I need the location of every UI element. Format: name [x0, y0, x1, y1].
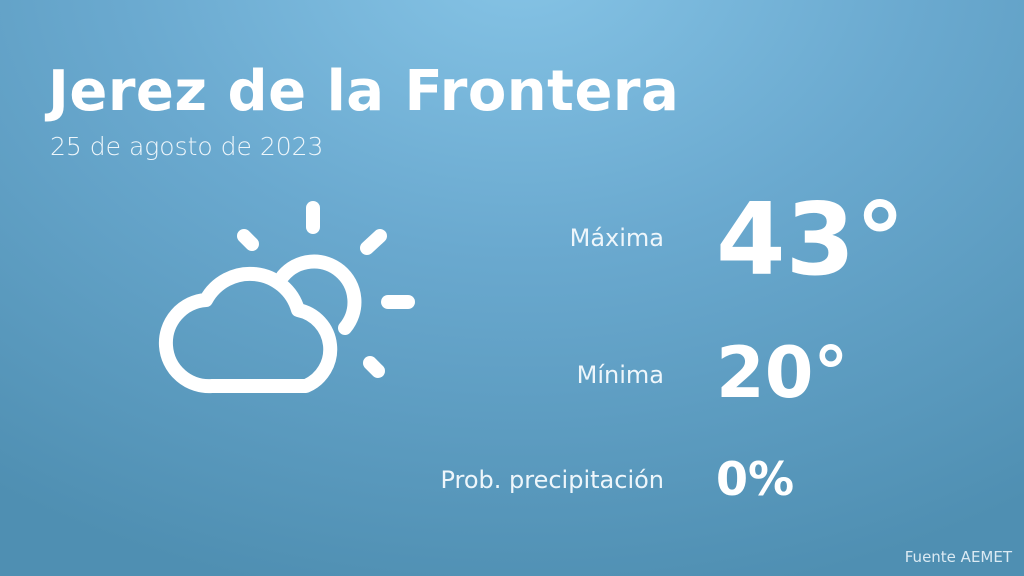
min-value: 20°	[716, 332, 849, 414]
max-label: Máxima	[569, 224, 664, 252]
min-label: Mínima	[576, 361, 664, 389]
city-title: Jerez de la Frontera	[48, 59, 680, 124]
forecast-date: 25 de agosto de 2023	[50, 132, 324, 161]
source-credit: Fuente AEMET	[904, 548, 1012, 566]
precip-label: Prob. precipitación	[440, 466, 664, 494]
max-value: 43°	[716, 181, 906, 298]
precip-value: 0%	[716, 452, 795, 506]
